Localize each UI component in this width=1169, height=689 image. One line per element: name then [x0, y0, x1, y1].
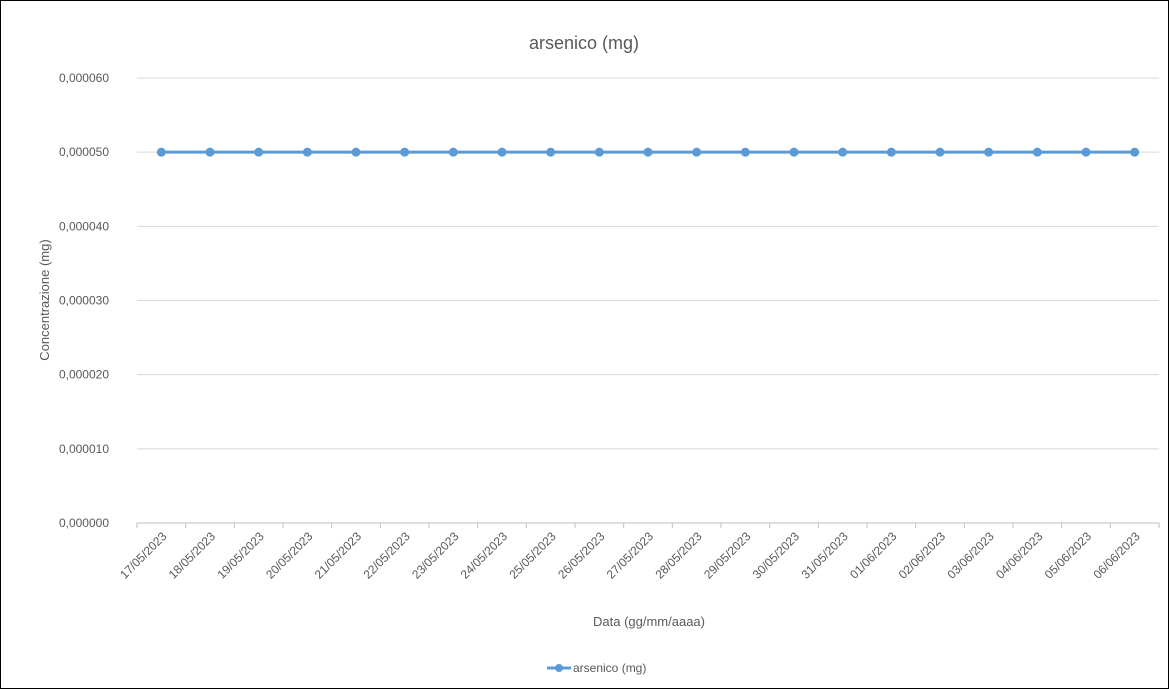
legend-marker-swatch [555, 664, 563, 672]
data-point [156, 147, 166, 157]
x-tick-label: 26/05/2023 [555, 529, 608, 582]
x-tick-label: 17/05/2023 [117, 529, 170, 582]
x-axis-label: Data (gg/mm/aaaa) [593, 614, 705, 629]
data-point [546, 147, 556, 157]
x-axis: 17/05/202318/05/202319/05/202320/05/2023… [117, 523, 1160, 582]
data-point [935, 147, 945, 157]
x-tick-label: 21/05/2023 [312, 529, 365, 582]
series-layer [156, 147, 1140, 157]
x-tick-label: 19/05/2023 [214, 529, 267, 582]
data-point [302, 147, 312, 157]
legend-entry-label: arsenico (mg) [573, 661, 646, 675]
data-point [1032, 147, 1042, 157]
data-point [1130, 147, 1140, 157]
x-tick-label: 29/05/2023 [701, 529, 754, 582]
data-point [351, 147, 361, 157]
y-tick-label: 0,000000 [59, 516, 109, 530]
data-point [789, 147, 799, 157]
x-tick-label: 25/05/2023 [506, 529, 559, 582]
data-point [692, 147, 702, 157]
x-tick-label: 03/06/2023 [944, 529, 997, 582]
y-tick-label: 0,000010 [59, 442, 109, 456]
y-tick-label: 0,000020 [59, 368, 109, 382]
x-tick-label: 05/06/2023 [1042, 529, 1095, 582]
y-axis-ticks: 0,000000 0,000010 0,000020 0,000030 0,000040… [59, 71, 109, 530]
x-tick-label: 23/05/2023 [409, 529, 462, 582]
data-point [886, 147, 896, 157]
data-point [400, 147, 410, 157]
data-point [205, 147, 215, 157]
y-tick-label: 0,000060 [59, 71, 109, 85]
data-point [838, 147, 848, 157]
x-tick-label: 24/05/2023 [458, 529, 511, 582]
x-tick-label: 06/06/2023 [1090, 529, 1143, 582]
y-tick-label: 0,000040 [59, 219, 109, 233]
y-tick-label: 0,000030 [59, 294, 109, 308]
x-tick-label: 02/06/2023 [896, 529, 949, 582]
x-tick-label: 04/06/2023 [993, 529, 1046, 582]
data-point [497, 147, 507, 157]
x-tick-label: 31/05/2023 [798, 529, 851, 582]
gridlines [137, 77, 1159, 524]
data-point [594, 147, 604, 157]
x-tick-label: 20/05/2023 [263, 529, 316, 582]
x-tick-label: 27/05/2023 [604, 529, 657, 582]
y-tick-label: 0,000050 [59, 145, 109, 159]
data-point [254, 147, 264, 157]
data-point [1081, 147, 1091, 157]
y-axis-label: Concentrazione (mg) [37, 239, 52, 360]
data-point [740, 147, 750, 157]
x-tick-label: 01/06/2023 [847, 529, 900, 582]
data-point [984, 147, 994, 157]
chart-title: arsenico (mg) [529, 33, 639, 53]
x-tick-label: 18/05/2023 [166, 529, 219, 582]
x-tick-label: 30/05/2023 [750, 529, 803, 582]
x-tick-label: 28/05/2023 [652, 529, 705, 582]
data-point [448, 147, 458, 157]
data-point [643, 147, 653, 157]
legend: arsenico (mg) [547, 661, 646, 675]
x-tick-label: 22/05/2023 [360, 529, 413, 582]
